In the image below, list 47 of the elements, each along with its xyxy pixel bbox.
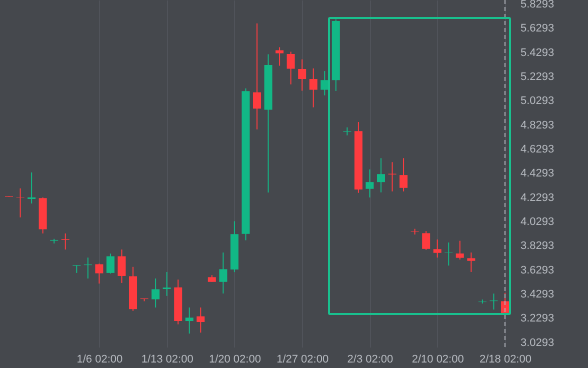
candlestick xyxy=(376,158,385,193)
y-tick-label: 4.6293 xyxy=(520,143,554,156)
y-tick-label: 3.0293 xyxy=(520,336,554,349)
x-tick-label: 2/10 02:00 xyxy=(412,354,464,366)
candlestick xyxy=(253,22,261,130)
x-tick-label: 1/20 02:00 xyxy=(208,354,261,366)
candlestick xyxy=(152,278,160,308)
candlestick xyxy=(61,232,70,250)
y-tick-label: 5.6293 xyxy=(520,22,554,35)
y-tick-label: 3.4293 xyxy=(520,288,554,300)
candlestick xyxy=(456,240,464,260)
y-tick-label: 5.0293 xyxy=(520,95,554,108)
y-tick-label: 3.8293 xyxy=(520,240,554,252)
x-tick-label: 1/27 02:00 xyxy=(276,354,329,366)
candlestick xyxy=(444,242,453,266)
y-tick-label: 3.2293 xyxy=(520,312,554,325)
candlestick xyxy=(433,238,442,258)
candlestick xyxy=(366,168,374,198)
candlestick xyxy=(185,306,194,334)
y-tick-label: 3.6293 xyxy=(520,264,554,276)
candlestick xyxy=(400,158,408,192)
candlestick xyxy=(467,252,476,272)
candlestick xyxy=(388,162,396,192)
y-tick-label: 5.8293 xyxy=(520,0,554,10)
candlestick xyxy=(298,58,306,92)
x-tick-label: 1/13 02:00 xyxy=(141,354,194,366)
x-tick-label: 2/18 02:00 xyxy=(479,354,532,366)
y-tick-label: 4.0293 xyxy=(520,216,554,228)
candlestick xyxy=(95,263,104,284)
y-tick-label: 5.2293 xyxy=(520,70,554,83)
candlestick xyxy=(28,172,36,204)
candlestick xyxy=(309,68,318,108)
candlestick xyxy=(286,51,295,85)
x-tick-label: 2/3 02:00 xyxy=(347,354,394,366)
candlestick xyxy=(276,46,284,66)
y-tick-label: 4.2293 xyxy=(520,192,554,204)
candlestick xyxy=(320,70,329,96)
y-tick-label: 4.8293 xyxy=(520,119,554,132)
candlestick xyxy=(196,306,205,334)
y-tick-label: 4.4293 xyxy=(520,168,554,180)
candlestick xyxy=(162,271,171,296)
candlestick xyxy=(106,253,114,274)
candlestick xyxy=(422,230,430,250)
candlestick xyxy=(219,252,228,294)
candlestick xyxy=(118,248,126,284)
x-tick-label: 1/6 02:00 xyxy=(76,354,123,366)
y-tick-label: 5.4293 xyxy=(520,46,554,59)
